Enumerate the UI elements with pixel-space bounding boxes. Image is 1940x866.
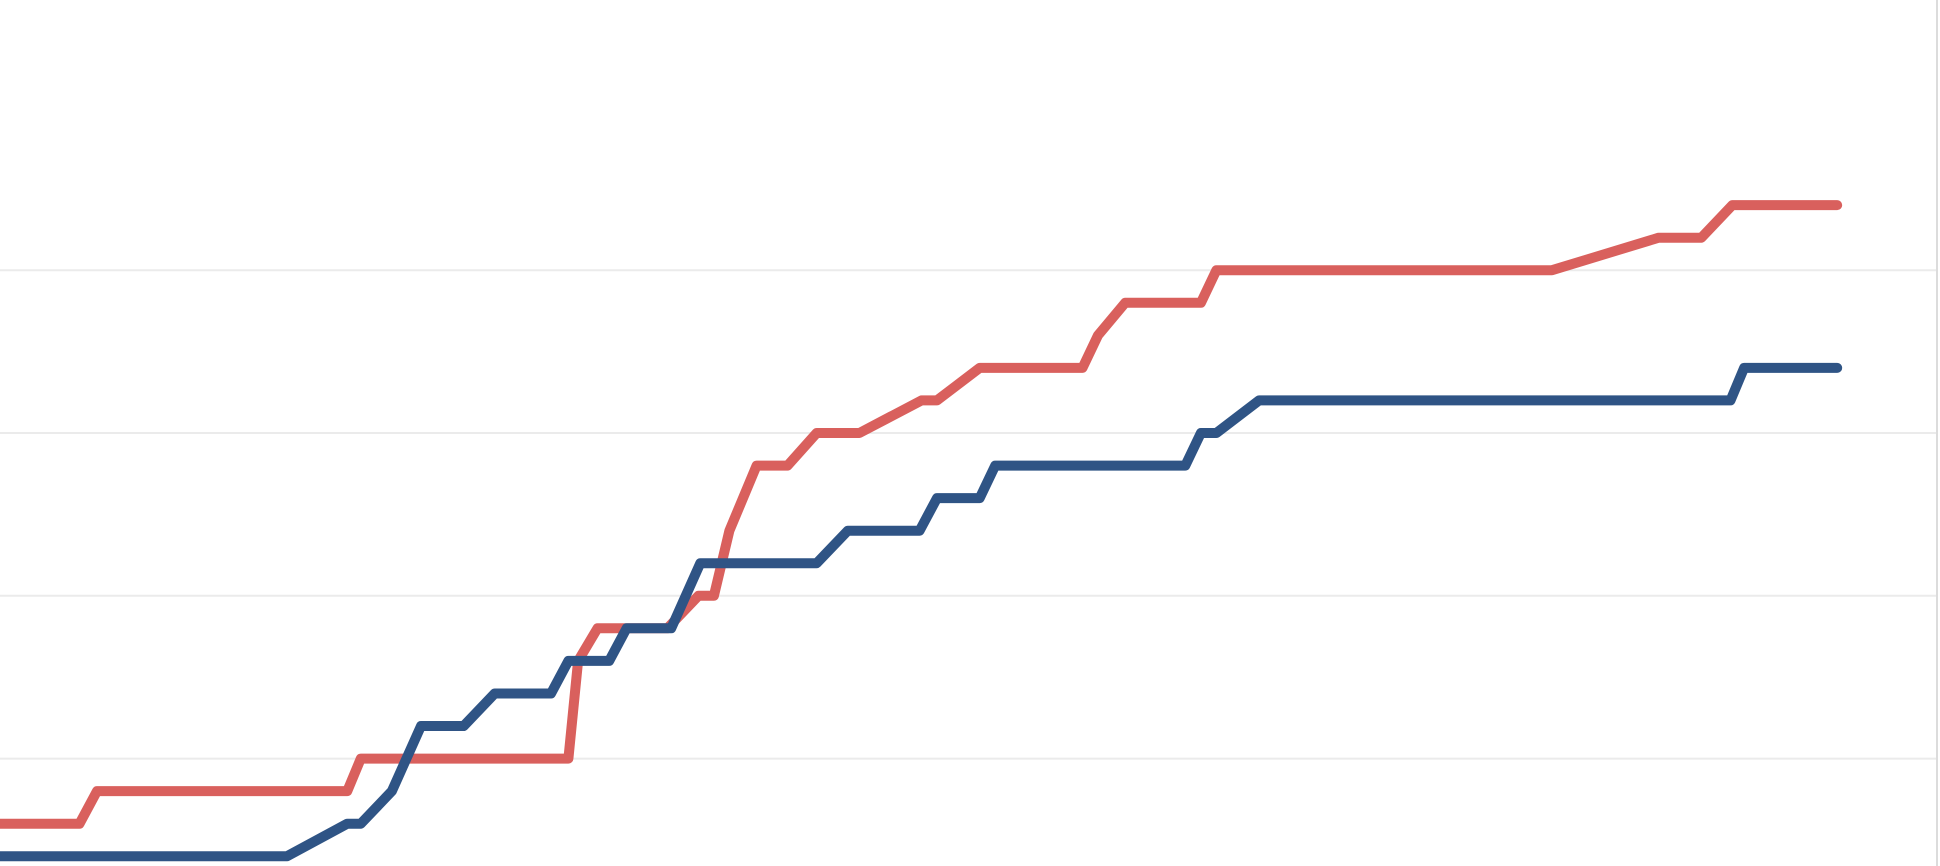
series-line	[0, 200, 1843, 829]
series-line	[0, 362, 1843, 862]
